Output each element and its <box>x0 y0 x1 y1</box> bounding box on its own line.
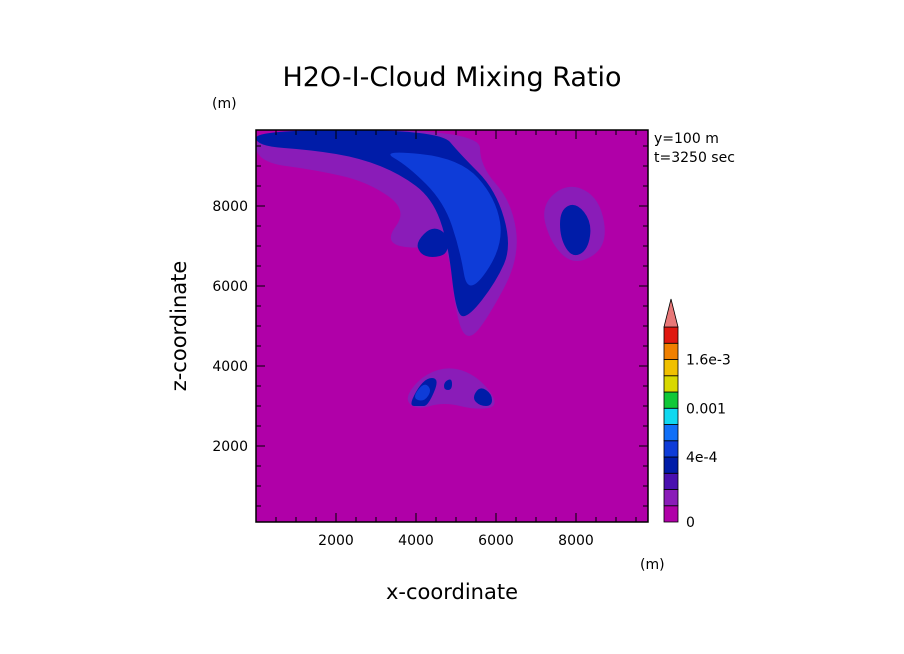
colorbar-band <box>663 424 679 442</box>
colorbar-tick-label: 0.001 <box>686 401 726 417</box>
y-tick-label: 4000 <box>212 359 248 375</box>
x-tick-label: 8000 <box>558 533 594 549</box>
colorbar-band <box>663 326 679 344</box>
colorbar-band <box>663 391 679 409</box>
colorbar-band <box>663 489 679 507</box>
contour-region-5 <box>417 228 448 257</box>
annotation-t: t=3250 sec <box>654 150 735 166</box>
colorbar: 0 4e-4 0.001 1.6e-3 <box>663 298 731 531</box>
y-tick-label: 6000 <box>212 279 248 295</box>
colorbar-band <box>663 505 679 523</box>
y-ticks: 2000 4000 6000 8000 <box>212 145 648 507</box>
colorbar-band <box>663 342 679 360</box>
y-unit-label: (m) <box>212 96 237 112</box>
colorbar-tick-label: 4e-4 <box>686 450 718 466</box>
colorbar-band <box>663 359 679 377</box>
y-tick-label: 2000 <box>212 439 248 455</box>
colorbar-band <box>663 456 679 474</box>
y-axis-label: z-coordinate <box>167 261 191 392</box>
x-tick-label: 4000 <box>398 533 434 549</box>
x-unit-label: (m) <box>640 557 665 573</box>
colorbar-band <box>663 375 679 393</box>
chart-title: H2O-I-Cloud Mixing Ratio <box>282 62 621 93</box>
x-tick-label: 2000 <box>318 533 354 549</box>
colorbar-band <box>663 440 679 458</box>
x-ticks: 2000 4000 6000 8000 <box>275 130 637 549</box>
plot-area: 2000 4000 6000 8000 2000 4000 6000 8000 <box>212 129 649 549</box>
contour-region-4 <box>560 204 591 256</box>
contour-region-8 <box>474 388 492 406</box>
colorbar-band <box>663 407 679 425</box>
contour-region-10 <box>415 384 430 401</box>
y-tick-label: 8000 <box>212 199 248 215</box>
colorbar-extend-arrow <box>663 298 679 328</box>
colorbar-tick-label: 1.6e-3 <box>686 353 731 369</box>
contour-regions <box>256 130 605 409</box>
colorbar-tick-label: 0 <box>686 515 695 531</box>
annotation-y: y=100 m <box>654 131 719 147</box>
colorbar-band <box>663 472 679 490</box>
x-tick-label: 6000 <box>478 533 514 549</box>
contour-region-9 <box>390 152 501 286</box>
x-axis-label: x-coordinate <box>386 580 518 604</box>
contour-region-7 <box>444 379 452 390</box>
